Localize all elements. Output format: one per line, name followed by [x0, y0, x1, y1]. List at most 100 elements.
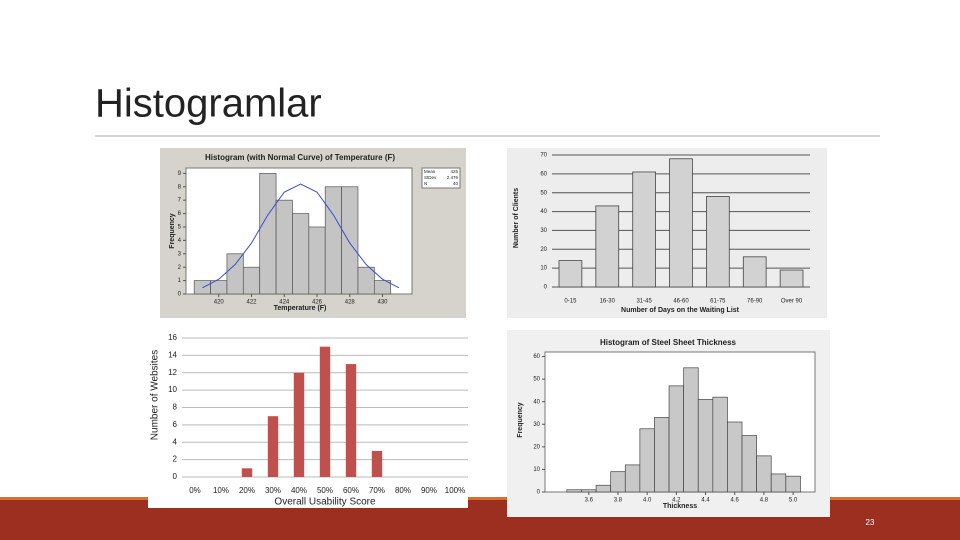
- bar: [319, 346, 331, 477]
- y-tick-label: 40: [533, 399, 540, 405]
- x-tick-label: 16-30: [600, 299, 616, 305]
- y-tick-label: 40: [540, 209, 547, 215]
- y-tick-label: 30: [540, 228, 547, 234]
- y-tick-label: 60: [533, 354, 540, 360]
- y-tick-label: 0: [537, 490, 541, 496]
- x-tick-label: 4.6: [731, 498, 740, 504]
- x-tick-label: 4.2: [672, 498, 681, 504]
- y-tick-label: 0: [178, 292, 182, 298]
- chart-title: Histogram of Steel Sheet Thickness: [600, 338, 737, 347]
- x-axis-label: Temperature (F): [274, 305, 327, 312]
- y-tick-label: 70: [540, 153, 547, 159]
- x-tick-label: 80%: [395, 486, 411, 495]
- x-tick-label: 61-75: [710, 299, 726, 305]
- histogram-bar: [770, 473, 787, 493]
- x-tick-label: 428: [345, 300, 356, 306]
- x-tick-label: 4.4: [701, 498, 710, 504]
- y-tick-label: 4: [178, 238, 182, 244]
- y-tick-label: 9: [178, 171, 182, 177]
- y-tick-label: 8: [173, 403, 178, 412]
- histogram-bar: [785, 475, 801, 493]
- histogram-bar: [324, 186, 342, 295]
- histogram-bar: [697, 399, 714, 493]
- x-tick-label: 422: [246, 300, 257, 306]
- y-tick-label: 20: [533, 444, 540, 450]
- x-tick-label: 76-90: [747, 299, 763, 305]
- page-number: 23: [866, 518, 875, 527]
- histogram-bar: [581, 489, 597, 493]
- y-tick-label: 10: [168, 385, 177, 394]
- x-tick-label: 60%: [343, 486, 359, 495]
- histogram-bar: [242, 266, 261, 295]
- x-tick-label: 50%: [317, 486, 333, 495]
- x-tick-label: 0-15: [564, 299, 577, 305]
- y-axis-label: Number of Clients: [513, 188, 520, 248]
- y-tick-label: 14: [168, 350, 177, 359]
- y-tick-label: 16: [168, 333, 177, 342]
- stats-value: 2.476: [447, 175, 459, 180]
- x-tick-label: Over 90: [781, 299, 803, 305]
- histogram-bar: [727, 421, 743, 493]
- histogram-bar: [639, 428, 655, 493]
- y-tick-label: 5: [178, 225, 182, 231]
- histogram-bar: [712, 396, 728, 493]
- x-axis-label: Overall Usability Score: [274, 497, 376, 508]
- histogram-bar: [357, 266, 375, 295]
- chart-title: Histogram (with Normal Curve) of Tempera…: [205, 153, 395, 162]
- x-tick-label: 30%: [265, 486, 281, 495]
- histogram-bar: [292, 213, 310, 295]
- x-tick-label: 4.0: [643, 498, 652, 504]
- y-tick-label: 2: [178, 265, 182, 271]
- bar: [706, 196, 730, 288]
- y-tick-label: 2: [173, 455, 178, 464]
- histogram-bar: [308, 226, 326, 295]
- histogram-bar: [341, 186, 359, 295]
- x-tick-label: 40%: [291, 486, 307, 495]
- x-tick-label: 100%: [445, 486, 465, 495]
- x-axis-label: Thickness: [663, 503, 697, 510]
- x-tick-label: 31-45: [636, 299, 652, 305]
- y-tick-label: 1: [178, 278, 182, 284]
- stats-value: 425: [450, 169, 458, 174]
- bar: [779, 269, 804, 288]
- histogram-bar: [654, 417, 670, 493]
- y-tick-label: 3: [178, 251, 182, 257]
- histogram-bar: [668, 385, 684, 493]
- bar: [241, 468, 253, 477]
- x-tick-label: 420: [214, 300, 225, 306]
- x-tick-label: 3.6: [585, 498, 594, 504]
- bar: [558, 260, 583, 288]
- x-tick-label: 90%: [421, 486, 437, 495]
- bar: [595, 205, 620, 288]
- x-tick-label: 70%: [369, 486, 385, 495]
- histogram-bar: [756, 455, 772, 493]
- x-tick-label: 20%: [239, 486, 255, 495]
- y-tick-label: 12: [168, 368, 177, 377]
- stats-label: N: [424, 181, 427, 186]
- y-tick-label: 20: [540, 247, 547, 253]
- x-tick-label: 0%: [189, 486, 201, 495]
- x-tick-label: 4.8: [760, 498, 769, 504]
- y-tick-label: 4: [173, 437, 178, 446]
- y-tick-label: 6: [173, 420, 178, 429]
- bar: [345, 364, 357, 477]
- y-tick-label: 6: [178, 211, 182, 217]
- bar: [669, 158, 693, 288]
- x-tick-label: 426: [312, 300, 323, 306]
- y-axis-label: Frequency: [169, 213, 176, 249]
- x-tick-label: 5.0: [789, 498, 798, 504]
- bar: [293, 372, 305, 477]
- normal-curve: [202, 183, 400, 289]
- bar: [267, 416, 279, 477]
- y-tick-label: 50: [540, 190, 547, 196]
- stats-value: 40: [453, 181, 459, 186]
- stats-label: StDev: [424, 175, 437, 180]
- histogram-bar: [683, 367, 699, 493]
- y-axis-label: Frequency: [517, 402, 524, 438]
- slide-title: Histogramlar: [95, 82, 322, 126]
- y-tick-label: 0: [544, 285, 548, 291]
- footer-accent: [0, 497, 960, 500]
- y-tick-label: 8: [178, 184, 182, 190]
- y-axis-label: Number of Websites: [150, 350, 161, 440]
